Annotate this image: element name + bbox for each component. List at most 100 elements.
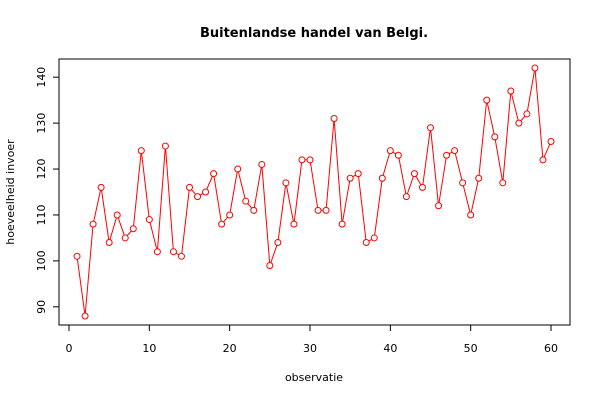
series-line-segment <box>76 259 86 314</box>
series-line-segment <box>149 222 158 249</box>
series-line-segment <box>526 70 535 112</box>
series-line-segment <box>157 149 166 249</box>
series-line-segment <box>392 151 397 155</box>
series-line-segment <box>84 227 94 314</box>
series-line-segment <box>422 130 431 185</box>
data-point <box>475 174 483 182</box>
x-tick-label: 60 <box>544 342 558 355</box>
y-tick-label: 130 <box>35 113 48 134</box>
series-line-segment <box>382 153 390 176</box>
data-point <box>145 216 153 224</box>
series-line-segment <box>511 93 519 121</box>
data-point <box>394 151 402 159</box>
series-line-segment <box>206 176 213 190</box>
x-tick-label: 40 <box>383 342 397 355</box>
x-tick-label: 50 <box>464 342 478 355</box>
data-point <box>515 119 523 127</box>
series-line-segment <box>415 175 422 186</box>
series-line-segment <box>325 121 335 208</box>
series-line-segment <box>368 238 372 242</box>
data-point <box>290 220 298 228</box>
data-point <box>81 312 89 320</box>
series-line-segment <box>448 151 453 155</box>
data-point <box>459 179 467 187</box>
series-line-segment <box>333 121 343 222</box>
series-line-segment <box>101 190 110 240</box>
data-point <box>282 179 290 187</box>
series-line-segment <box>438 158 447 203</box>
y-tick-label: 90 <box>35 300 48 314</box>
series-line-segment <box>133 153 142 226</box>
y-tick-label: 140 <box>35 67 48 88</box>
data-point <box>210 170 218 178</box>
x-axis: 0 10 20 30 40 50 60 <box>66 324 558 355</box>
series-line-segment <box>141 153 150 217</box>
series-line-segment <box>398 158 407 194</box>
y-tick-label: 120 <box>35 159 48 180</box>
series-line-segment <box>470 181 479 213</box>
data-point <box>177 252 185 260</box>
data-point <box>226 211 234 219</box>
series-line-segment <box>342 181 351 222</box>
data-point <box>338 220 346 228</box>
series-line-segment <box>454 153 463 181</box>
data-point <box>137 147 145 155</box>
series-line-segment <box>237 171 246 199</box>
data-point <box>322 206 330 214</box>
series-line-segment <box>486 102 495 135</box>
y-tick-label: 100 <box>35 250 48 271</box>
data-point <box>113 211 121 219</box>
series-line-segment <box>199 193 204 196</box>
data-point <box>451 147 459 155</box>
series-line-segment <box>117 217 125 236</box>
data-point <box>427 124 434 132</box>
data-point <box>330 115 338 123</box>
y-axis-label: hoeveelheid invoer <box>4 139 17 245</box>
x-tick-label: 0 <box>66 342 73 355</box>
series-line-segment <box>175 252 180 256</box>
series-line-segment <box>494 139 503 180</box>
series-line-segment <box>285 185 294 222</box>
data-point <box>73 252 81 260</box>
series-line-segment <box>253 167 262 208</box>
series-line-segment <box>213 176 222 222</box>
series-line-segment <box>543 144 551 158</box>
series-line-segment <box>430 130 439 203</box>
data-point <box>258 160 266 168</box>
data-point <box>499 179 507 187</box>
data-point <box>467 211 475 219</box>
y-tick-label: 110 <box>35 204 48 225</box>
x-tick-label: 30 <box>303 342 317 355</box>
x-tick-label: 20 <box>223 342 237 355</box>
series-line-segment <box>229 171 238 213</box>
data-point <box>378 174 386 182</box>
data-point <box>362 239 370 247</box>
data-point <box>443 151 451 159</box>
series-line-segment <box>352 174 356 178</box>
series-line-segment <box>93 190 101 222</box>
data-point <box>274 239 282 247</box>
data-point <box>121 234 129 242</box>
data-point <box>266 261 274 269</box>
series-line-segment <box>293 162 303 222</box>
data-point <box>410 170 418 178</box>
series-line-segment <box>109 217 117 240</box>
data-point <box>105 239 113 247</box>
series-line-segment <box>462 185 471 213</box>
series-line-segment <box>270 245 278 263</box>
data-point <box>491 133 499 141</box>
series-line-segment <box>406 176 414 194</box>
series-line-segment <box>223 216 229 223</box>
series-line-segment <box>502 93 512 180</box>
data-point <box>346 174 354 182</box>
data-point <box>242 197 250 205</box>
plot-frame <box>58 58 571 326</box>
data-point <box>539 156 547 164</box>
series-line-segment <box>277 185 286 240</box>
data-point <box>250 206 258 214</box>
data-point <box>547 137 555 145</box>
data-point <box>386 147 394 155</box>
series-line-segment <box>309 162 319 208</box>
data-point <box>194 193 202 201</box>
